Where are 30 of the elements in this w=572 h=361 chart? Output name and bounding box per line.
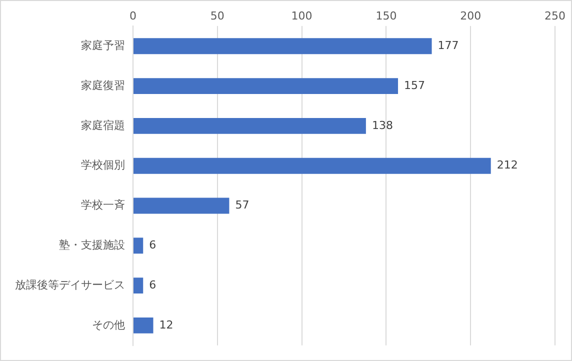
y-tick-label: 学校一斉	[81, 198, 125, 212]
data-label: 157	[404, 78, 426, 92]
x-tick-label: 150	[376, 9, 397, 22]
x-tick-label: 100	[291, 9, 312, 22]
x-tick-label: 200	[460, 9, 482, 22]
bar	[134, 38, 432, 54]
data-label: 212	[496, 158, 518, 172]
bar	[134, 198, 230, 214]
y-tick-label: 家庭宿題	[81, 118, 125, 132]
y-tick-label: 家庭復習	[81, 78, 125, 92]
bar	[134, 278, 144, 294]
x-tick-label: 50	[210, 9, 224, 22]
x-tick-label: 250	[544, 9, 566, 22]
y-tick-label: 塾・支援施設	[59, 238, 125, 252]
x-tick-label: 0	[130, 9, 136, 22]
bar	[134, 78, 398, 94]
bar	[134, 238, 144, 254]
y-tick-label: 放課後等デイサービス	[15, 278, 125, 292]
data-label: 6	[149, 238, 156, 252]
bar	[134, 158, 491, 174]
y-tick-label: 学校個別	[81, 158, 125, 172]
data-label: 177	[438, 39, 459, 52]
bar	[134, 317, 154, 334]
data-label: 138	[372, 118, 393, 132]
y-tick-label: その他	[92, 318, 125, 332]
data-label: 57	[235, 198, 250, 212]
y-tick-label: 家庭予習	[81, 39, 125, 52]
bar	[134, 118, 366, 134]
data-label: 6	[149, 278, 156, 292]
data-label: 12	[159, 318, 174, 332]
